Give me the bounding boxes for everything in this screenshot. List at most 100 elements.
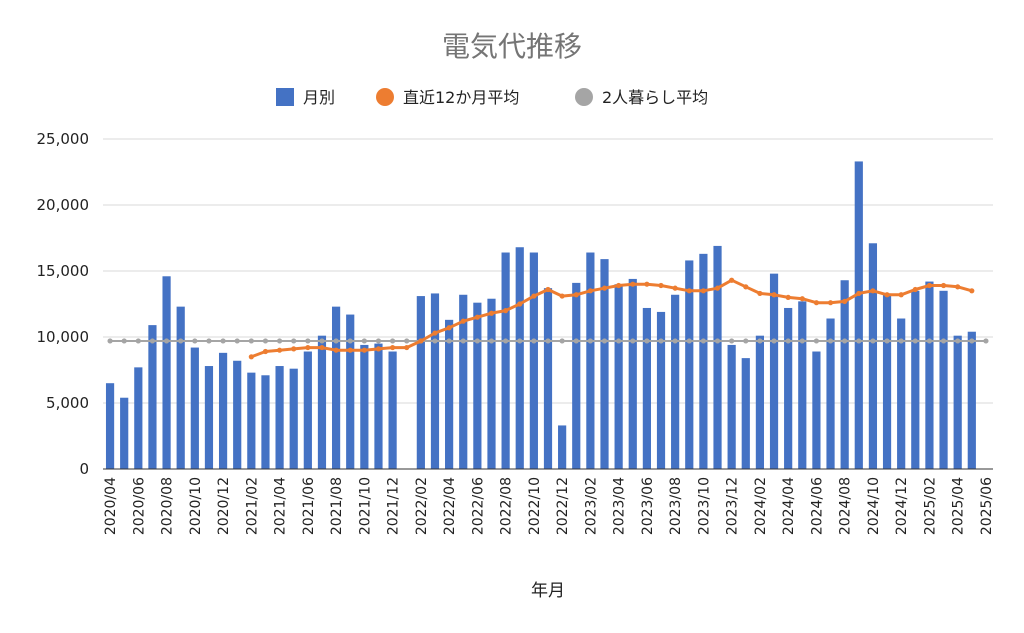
bar: [204, 366, 214, 469]
two-person-average-point: [121, 338, 127, 344]
x-tick-label: 2020/04: [103, 477, 119, 535]
legend-label-two-person-average: 2人暮らし平均: [602, 88, 708, 107]
two-person-average-point: [432, 338, 438, 344]
bar: [331, 306, 341, 469]
bar: [303, 351, 312, 469]
twelve-month-average-line: [250, 278, 973, 359]
x-tick-label: 2020/08: [160, 477, 176, 535]
bar-series: [105, 161, 976, 469]
x-tick-label: 2025/04: [951, 477, 967, 535]
x-tick-label: 2024/12: [894, 477, 910, 535]
twelve-month-average-point: [291, 346, 297, 352]
twelve-month-average-point: [700, 288, 706, 294]
two-person-average-point: [192, 338, 198, 344]
twelve-month-average-point: [432, 330, 438, 336]
two-person-average-point: [601, 338, 608, 344]
bar: [812, 351, 821, 469]
x-axis-title: 年月: [531, 581, 565, 601]
twelve-month-average-point: [559, 293, 565, 299]
x-tick-label: 2023/08: [668, 477, 684, 535]
bar: [882, 293, 892, 469]
bar: [854, 161, 863, 469]
two-person-average-point: [686, 338, 692, 344]
legend-swatch-two-person-average: [575, 88, 593, 106]
x-tick-label: 2021/12: [386, 477, 402, 535]
bar: [925, 281, 934, 469]
twelve-month-average-point: [333, 347, 339, 353]
two-person-average-point: [446, 338, 452, 344]
two-person-average-point: [785, 338, 791, 344]
two-person-average-point: [799, 338, 805, 344]
two-person-average-point: [488, 338, 495, 344]
twelve-month-average-point: [856, 290, 862, 297]
twelve-month-average-point: [827, 300, 834, 306]
two-person-average-point: [757, 338, 763, 344]
x-tick-label: 2022/06: [470, 477, 486, 535]
bar: [416, 296, 425, 469]
y-tick-label: 15,000: [37, 262, 90, 280]
line-series: [107, 277, 989, 360]
two-person-average-point: [206, 338, 212, 344]
bar: [275, 366, 284, 469]
x-tick-label: 2023/12: [725, 477, 741, 535]
twelve-month-average-point: [630, 281, 636, 287]
x-tick-label: 2021/08: [329, 477, 345, 535]
two-person-average-point: [969, 338, 975, 344]
two-person-average-point: [291, 338, 297, 344]
bar: [671, 294, 680, 469]
two-person-average-point: [856, 338, 862, 344]
bar: [346, 314, 355, 469]
y-tick-label: 0: [79, 460, 89, 478]
twelve-month-average-point: [870, 288, 876, 294]
bar: [897, 318, 906, 469]
two-person-average-point: [404, 338, 410, 344]
bar: [727, 344, 736, 469]
two-person-average-point: [163, 338, 170, 344]
x-tick-label: 2024/04: [781, 477, 797, 535]
two-person-average-point: [870, 338, 876, 344]
twelve-month-average-point: [276, 347, 283, 353]
two-person-average-point: [940, 338, 947, 344]
twelve-month-average-point: [375, 346, 382, 352]
x-tick-label: 2022/12: [555, 477, 571, 535]
twelve-month-average-point: [305, 344, 311, 351]
two-person-average-point: [107, 338, 113, 344]
two-person-average-point: [587, 338, 593, 344]
bar: [261, 375, 270, 469]
x-tick-label: 2025/06: [979, 477, 995, 535]
bar: [939, 290, 948, 469]
bar: [445, 319, 454, 469]
two-person-average-point: [319, 338, 325, 344]
two-person-average-point: [333, 338, 339, 344]
two-person-average-point: [573, 338, 579, 344]
bar: [769, 273, 779, 469]
bar: [642, 307, 651, 469]
chart-title: 電気代推移: [442, 30, 582, 63]
bar: [459, 294, 468, 469]
two-person-average-point: [276, 338, 283, 344]
bar: [953, 335, 962, 469]
twelve-month-average-point: [771, 292, 777, 298]
two-person-average-point: [926, 338, 933, 344]
twelve-month-average-point: [785, 294, 791, 300]
x-tick-label: 2024/10: [866, 477, 882, 535]
two-person-average-point: [729, 338, 735, 344]
bar: [685, 260, 694, 469]
bar: [317, 335, 327, 469]
bar: [699, 253, 708, 469]
two-person-average-point: [827, 338, 834, 344]
bar: [543, 288, 553, 469]
two-person-average-point: [305, 338, 311, 344]
two-person-average-point: [983, 338, 989, 344]
x-tick-label: 2020/06: [131, 477, 147, 535]
x-tick-label: 2022/08: [499, 477, 515, 535]
bar: [600, 259, 609, 469]
two-person-average-point: [135, 338, 141, 344]
bar: [911, 290, 920, 469]
two-person-average-point: [234, 338, 240, 344]
bar: [430, 293, 440, 469]
two-person-average-point: [700, 338, 706, 344]
twelve-month-average-point: [503, 308, 509, 314]
bar: [388, 351, 397, 469]
